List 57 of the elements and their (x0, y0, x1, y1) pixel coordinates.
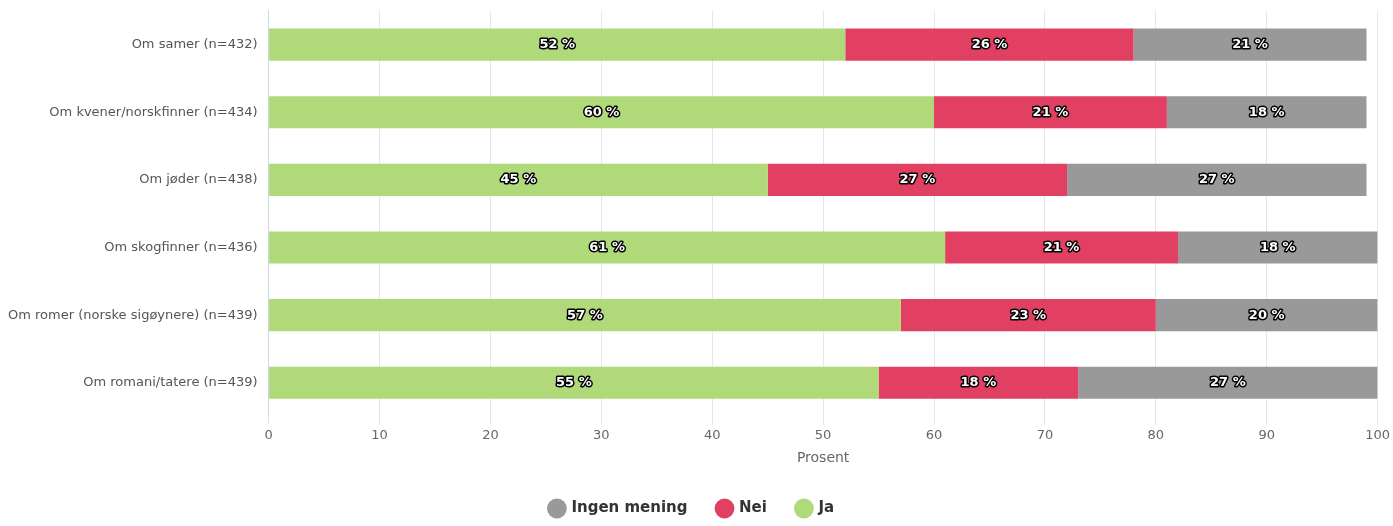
x-tick-label: 10 (371, 426, 388, 442)
legend-label: Ja (817, 498, 835, 517)
data-label: 21 % (1032, 103, 1069, 119)
y-tick-label: Om romer (norske sigøynere) (n=439) (7, 306, 258, 322)
data-label: 27 % (899, 171, 936, 187)
bar (1078, 366, 1378, 399)
bar (269, 28, 846, 61)
x-tick-label: 20 (482, 426, 499, 442)
bar (845, 28, 1134, 61)
data-label: 27 % (1210, 374, 1246, 390)
x-tick-label: 0 (264, 426, 273, 442)
x-tick-label: 50 (814, 426, 832, 442)
data-label: 60 % (583, 103, 620, 119)
data-label: 52 % (539, 35, 576, 51)
data-label: 18 % (960, 374, 997, 390)
bar (1155, 299, 1378, 332)
x-tick-label: 30 (593, 426, 610, 442)
x-axis-title: Prosent (796, 449, 850, 466)
bar (767, 163, 1068, 196)
y-tick-label: Om kvener/norskfinner (n=434) (49, 103, 258, 119)
y-tick-label: Om samer (n=432) (131, 35, 258, 51)
x-tick-label: 80 (1147, 426, 1165, 442)
data-label: 55 % (556, 374, 592, 390)
bar (1166, 96, 1367, 129)
x-tick-label: 90 (1258, 426, 1275, 442)
y-tick-label: Om romani/tatere (n=439) (83, 374, 258, 390)
data-label: 23 % (1010, 306, 1047, 322)
x-tick-label: 60 (925, 426, 943, 442)
bar (1067, 163, 1367, 196)
bar (934, 96, 1167, 129)
y-tick-label: Om skogfinner (n=436) (104, 238, 258, 254)
data-label: 18 % (1259, 238, 1296, 254)
data-label: 45 % (500, 171, 537, 187)
legend-label: Ingen mening (571, 498, 688, 517)
bar (269, 231, 946, 264)
bar (878, 366, 1079, 399)
data-label: 27 % (1198, 171, 1235, 187)
bar (269, 366, 879, 399)
legend-label: Nei (739, 498, 767, 517)
bar (900, 299, 1156, 332)
data-label: 21 % (1232, 35, 1268, 51)
bar (1133, 28, 1367, 61)
data-label: 21 % (1043, 238, 1080, 254)
y-tick-label: Om jøder (n=438) (139, 171, 258, 187)
data-label: 57 % (567, 306, 603, 322)
data-label: 61 % (589, 238, 625, 254)
data-label: 18 % (1248, 103, 1285, 119)
bar (1177, 231, 1378, 264)
data-label: 26 % (971, 35, 1008, 51)
bar (269, 96, 935, 129)
bar (269, 299, 901, 332)
x-tick-label: 100 (1365, 426, 1391, 442)
x-tick-label: 70 (1036, 426, 1054, 442)
x-tick-label: 40 (703, 426, 721, 442)
data-label: 20 % (1248, 306, 1285, 322)
bar (945, 231, 1178, 264)
bar (269, 163, 768, 196)
